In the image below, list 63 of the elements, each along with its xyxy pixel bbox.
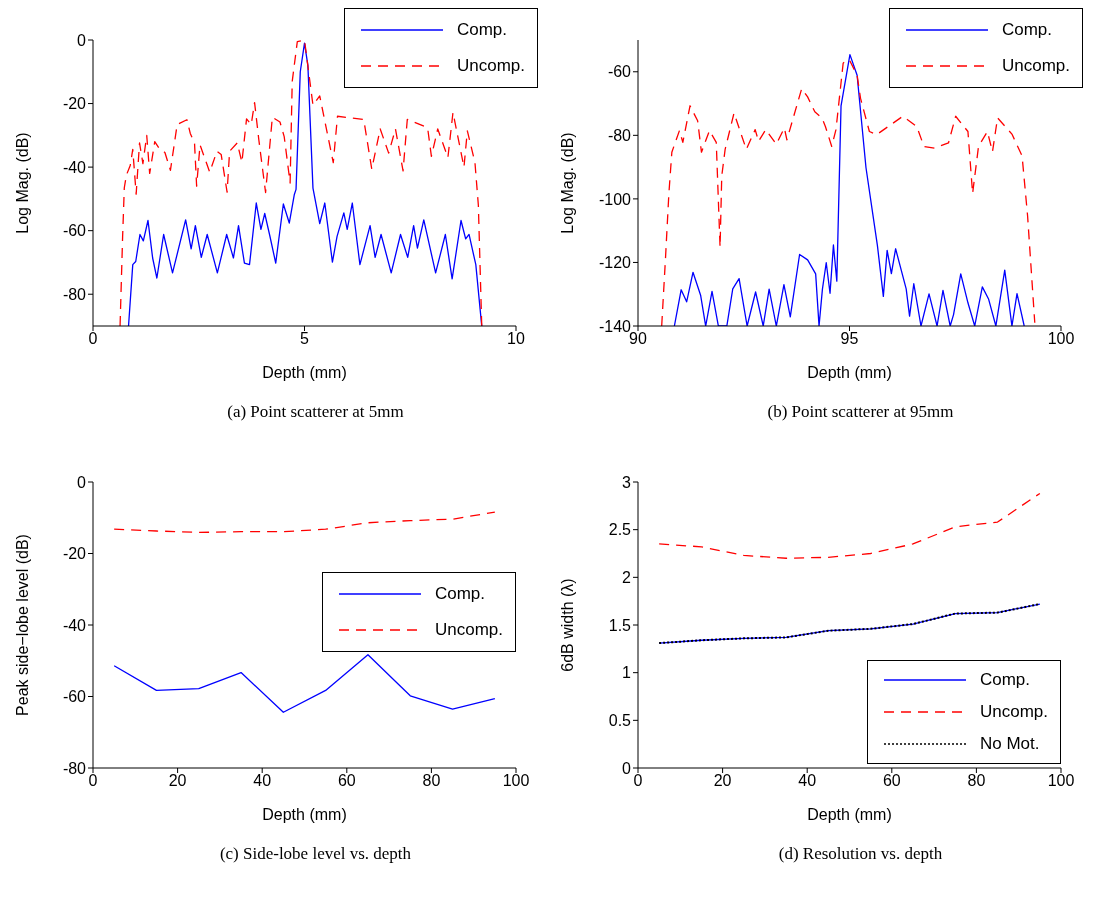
x-tick-label: 95	[840, 330, 859, 348]
x-tick-label: 60	[337, 772, 356, 790]
legend-label: No Mot.	[979, 734, 1040, 754]
x-tick-label: 60	[882, 772, 901, 790]
y-tick-label: -60	[62, 688, 87, 706]
y-tick-label: 3	[622, 473, 632, 491]
legend-label: Uncomp.	[456, 56, 525, 76]
line-series	[113, 654, 496, 713]
y-tick-label: -80	[607, 127, 632, 145]
legend-label: Comp.	[456, 20, 508, 40]
y-tick-label: -20	[62, 545, 87, 563]
x-axis-title: Depth (mm)	[807, 806, 892, 823]
y-axis-title: 6dB width (λ)	[558, 578, 576, 672]
y-tick-label: -80	[62, 759, 87, 777]
y-tick-label: 1	[622, 664, 632, 682]
y-tick-label: -60	[62, 222, 87, 240]
text: (a) Point scatterer at 5mm	[226, 402, 405, 422]
x-tick-label: 100	[502, 772, 530, 790]
legend-label: Uncomp.	[979, 702, 1048, 722]
x-axis-title: Depth (mm)	[262, 364, 347, 381]
y-tick-label: -40	[62, 616, 87, 634]
y-tick-label: 2.5	[608, 521, 632, 539]
x-tick-label: 40	[253, 772, 272, 790]
x-tick-label: 20	[168, 772, 187, 790]
legend-label: Comp.	[1001, 20, 1053, 40]
y-tick-label: -80	[62, 285, 87, 303]
x-tick-label: 10	[507, 330, 525, 348]
text: (c) Side-lobe level vs. depth	[218, 844, 413, 864]
text: (d) Resolution vs. depth	[777, 844, 944, 864]
x-tick-label: 90	[629, 330, 647, 348]
y-axis-title: Log Mag. (dB)	[13, 132, 31, 234]
y-tick-label: -120	[598, 254, 632, 272]
line-series	[113, 511, 496, 534]
y-tick-label: -100	[598, 190, 632, 208]
x-tick-label: 0	[88, 330, 98, 348]
x-axis-title: Depth (mm)	[807, 364, 892, 381]
legend-label: Comp.	[434, 584, 486, 604]
y-tick-label: 1.5	[608, 616, 632, 634]
y-tick-label: -40	[62, 158, 87, 176]
x-tick-label: 80	[967, 772, 986, 790]
legend-label: Uncomp.	[1001, 56, 1070, 76]
x-tick-label: 5	[300, 330, 310, 348]
line-series	[658, 492, 1041, 559]
y-tick-label: -20	[62, 95, 87, 113]
x-tick-label: 100	[1047, 330, 1075, 348]
x-tick-label: 0	[633, 772, 643, 790]
legend-label: Comp.	[979, 670, 1031, 690]
x-axis-title: Depth (mm)	[262, 806, 347, 823]
x-tick-label: 20	[713, 772, 732, 790]
y-tick-label: 0	[622, 759, 632, 777]
y-tick-label: -60	[607, 63, 632, 81]
y-axis-title: Log Mag. (dB)	[558, 132, 576, 234]
y-tick-label: 0.5	[608, 712, 632, 730]
x-tick-label: 40	[798, 772, 817, 790]
text: (b) Point scatterer at 95mm	[766, 402, 955, 422]
y-tick-label: 0	[77, 31, 87, 49]
x-tick-label: 0	[88, 772, 98, 790]
legend-label: Uncomp.	[434, 620, 503, 640]
y-tick-label: 2	[622, 569, 632, 587]
y-tick-label: 0	[77, 473, 87, 491]
x-tick-label: 100	[1047, 772, 1075, 790]
y-axis-title: Peak side−lobe level (dB)	[13, 534, 31, 716]
x-tick-label: 80	[422, 772, 441, 790]
